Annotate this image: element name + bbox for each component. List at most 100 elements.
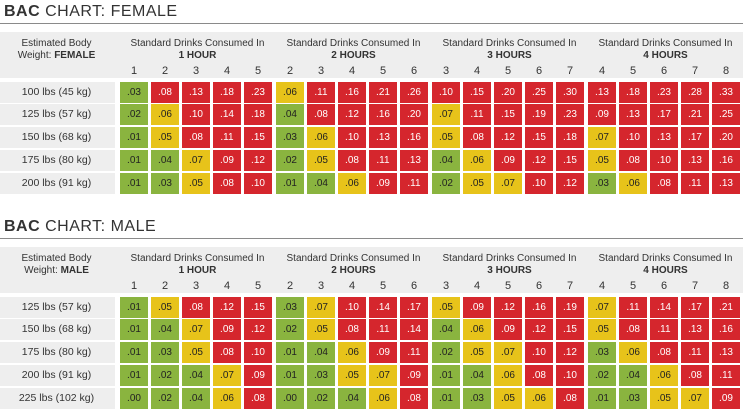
drink-count-header: 5: [629, 280, 637, 292]
row-background: [0, 297, 115, 318]
weight-row-label: 175 lbs (80 kg): [21, 154, 92, 166]
bac-cell: .02: [276, 319, 304, 340]
bac-cell: .12: [494, 127, 522, 148]
bac-cell: .06: [276, 82, 304, 103]
bac-cell: .13: [681, 150, 709, 171]
bac-cell: .16: [712, 319, 740, 340]
bac-cell: .01: [120, 297, 148, 318]
bac-cell: .09: [712, 388, 740, 409]
bac-cell: .10: [338, 297, 366, 318]
bac-cell: .09: [213, 150, 241, 171]
bac-cell: .23: [650, 82, 678, 103]
bac-cell: .17: [681, 127, 709, 148]
weight-label-line2: Weight: FEMALE: [4, 50, 109, 62]
bac-cell: .02: [307, 388, 335, 409]
drink-count-header: 3: [317, 65, 325, 77]
group-title-4h: Standard Drinks Consumed In 4 HOURS: [588, 38, 743, 62]
bac-cell: .01: [588, 388, 616, 409]
bac-cell: .07: [588, 127, 616, 148]
weight-row-label: 150 lbs (68 kg): [21, 323, 92, 335]
bac-cell: .02: [276, 150, 304, 171]
bac-cell: .08: [619, 150, 647, 171]
drink-count-header: 4: [598, 65, 606, 77]
bac-cell: .05: [151, 127, 179, 148]
bac-cell: .04: [307, 342, 335, 363]
bac-cell: .05: [494, 388, 522, 409]
bac-cell: .14: [650, 297, 678, 318]
bac-cell: .08: [556, 388, 584, 409]
group-title-1h: Standard Drinks Consumed In 1 HOUR: [120, 253, 275, 277]
chart-title: BAC CHART: FEMALE: [4, 3, 178, 21]
bac-cell: .12: [525, 319, 553, 340]
drink-count-header: 4: [348, 65, 356, 77]
drink-count-header: 1: [130, 65, 138, 77]
group-title-line1: Standard Drinks Consumed In: [442, 38, 577, 49]
bac-cell: .13: [712, 342, 740, 363]
drink-count-header: 2: [161, 65, 169, 77]
bac-cell: .06: [151, 104, 179, 125]
bac-cell: .03: [619, 388, 647, 409]
drink-count-header: 6: [660, 65, 668, 77]
bac-cell: .12: [213, 297, 241, 318]
weight-label-sex: MALE: [60, 265, 89, 276]
bac-cell: .16: [338, 82, 366, 103]
bac-cell: .05: [307, 319, 335, 340]
bac-cell: .11: [400, 173, 428, 194]
bac-cell: .11: [681, 342, 709, 363]
bac-cell: .06: [369, 388, 397, 409]
bac-cell: .12: [556, 173, 584, 194]
group-hours: 2 HOURS: [331, 265, 376, 276]
weight-row-label: 200 lbs (91 kg): [21, 369, 92, 381]
bac-cell: .06: [619, 342, 647, 363]
drink-count-header: 5: [504, 280, 512, 292]
bac-cell: .20: [494, 82, 522, 103]
drink-count-header: 3: [192, 65, 200, 77]
bac-cell: .09: [494, 150, 522, 171]
estimated-body-weight-label: Estimated Body Weight: MALE: [4, 253, 109, 277]
bac-cell: .11: [307, 82, 335, 103]
bac-cell: .10: [556, 365, 584, 386]
bac-cell: .06: [213, 388, 241, 409]
bac-cell: .06: [650, 365, 678, 386]
bac-cell: .09: [463, 297, 491, 318]
bac-chart-male: BAC CHART: MALE Estimated Body Weight: MAL…: [0, 215, 743, 420]
drink-count-header: 8: [722, 65, 730, 77]
bac-cell: .08: [244, 388, 272, 409]
bac-cell: .07: [432, 104, 460, 125]
group-title-1h: Standard Drinks Consumed In 1 HOUR: [120, 38, 275, 62]
bac-cell: .26: [400, 82, 428, 103]
bac-cell: .01: [120, 150, 148, 171]
group-title-line1: Standard Drinks Consumed In: [130, 38, 265, 49]
bac-cell: .01: [432, 365, 460, 386]
bac-cell: .15: [494, 104, 522, 125]
drink-count-header: 4: [223, 280, 231, 292]
bac-cell: .02: [432, 342, 460, 363]
bac-cell: .08: [307, 104, 335, 125]
bac-cell: .02: [151, 365, 179, 386]
bac-cell: .08: [213, 342, 241, 363]
bac-cell: .13: [588, 82, 616, 103]
bac-cell: .04: [619, 365, 647, 386]
title-rule: [0, 238, 743, 239]
bac-cell: .17: [400, 297, 428, 318]
bac-cell: .15: [525, 127, 553, 148]
group-hours: 4 HOURS: [643, 265, 688, 276]
bac-cell: .07: [182, 150, 210, 171]
bac-cell: .08: [525, 365, 553, 386]
weight-label-sex: FEMALE: [54, 50, 96, 61]
group-hours: 3 HOURS: [487, 265, 532, 276]
group-title-line1: Standard Drinks Consumed In: [286, 38, 421, 49]
bac-cell: .13: [369, 127, 397, 148]
drink-count-header: 4: [598, 280, 606, 292]
bac-cell: .13: [650, 127, 678, 148]
bac-cell: .08: [619, 319, 647, 340]
bac-cell: .18: [556, 127, 584, 148]
bac-cell: .01: [276, 173, 304, 194]
bac-cell: .17: [681, 297, 709, 318]
bac-cell: .07: [681, 388, 709, 409]
bac-cell: .02: [588, 365, 616, 386]
bac-cell: .08: [213, 173, 241, 194]
estimated-body-weight-label: Estimated Body Weight: FEMALE: [4, 38, 109, 62]
bac-cell: .10: [525, 342, 553, 363]
drink-count-header: 2: [286, 65, 294, 77]
